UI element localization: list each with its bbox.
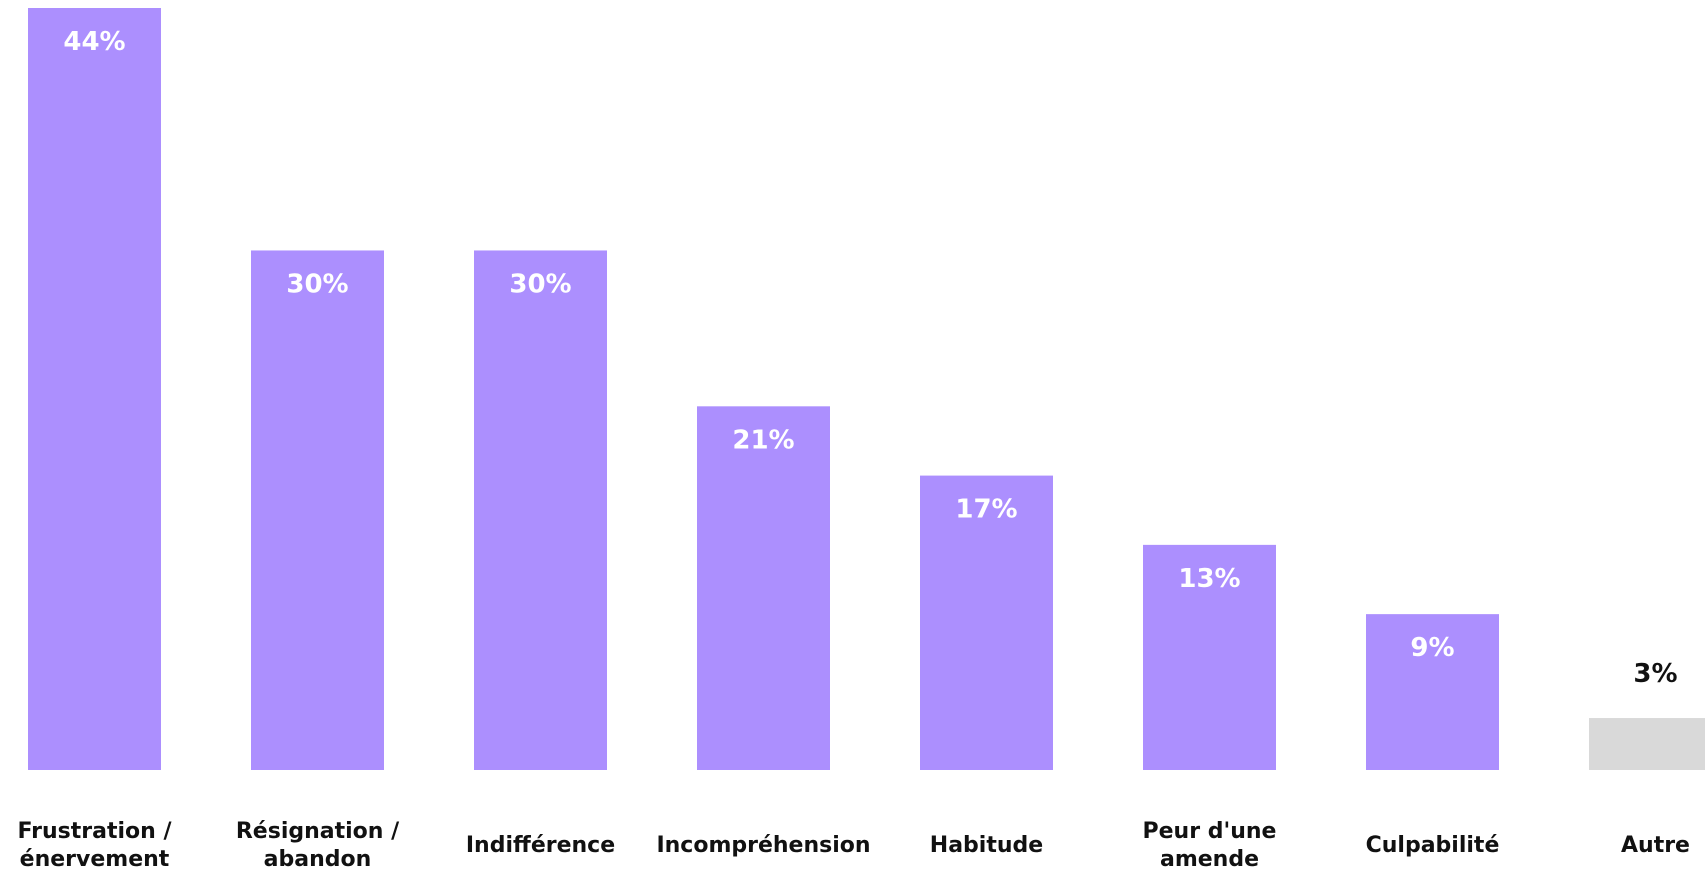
category-label-culpabilite: Culpabilité — [1366, 833, 1500, 858]
value-label-peur-d-une-amende: 13% — [1178, 564, 1240, 594]
value-label-indifference: 30% — [509, 269, 571, 299]
category-label-autre: Autre — [1621, 833, 1690, 858]
bar-peur-d-une-amende — [1143, 544, 1276, 770]
value-label-culpabilite: 9% — [1410, 633, 1454, 663]
bar-resignation-abandon — [251, 250, 384, 771]
category-label-habitude: Habitude — [930, 833, 1043, 858]
category-label-indifference: Indifférence — [466, 833, 615, 858]
bar-autre — [1589, 718, 1705, 770]
category-labels-group: Frustration / énervement Résignation / aban… — [18, 819, 1690, 871]
category-label-resignation-abandon: Résignation / abandon — [236, 819, 400, 871]
value-label-resignation-abandon: 30% — [286, 269, 348, 299]
value-label-habitude: 17% — [955, 495, 1017, 525]
bar-frustration-enervement — [28, 8, 161, 770]
bar-habitude — [920, 475, 1053, 770]
bar-indifference — [474, 250, 607, 771]
bars-group — [28, 8, 1705, 771]
bar-culpabilite — [1366, 614, 1499, 770]
value-label-frustration-enervement: 44% — [63, 27, 125, 57]
value-labels-group: 44% 30% 30% 21% 17% 13% 9% 3% — [63, 27, 1677, 689]
category-label-peur-d-une-amende: Peur d'une amende — [1143, 819, 1277, 871]
value-label-incomprehension: 21% — [732, 425, 794, 455]
category-label-frustration-enervement: Frustration / énervement — [18, 819, 173, 871]
category-label-incomprehension: Incompréhension — [656, 833, 870, 858]
value-label-autre: 3% — [1633, 659, 1677, 689]
bar-incomprehension — [697, 406, 830, 770]
